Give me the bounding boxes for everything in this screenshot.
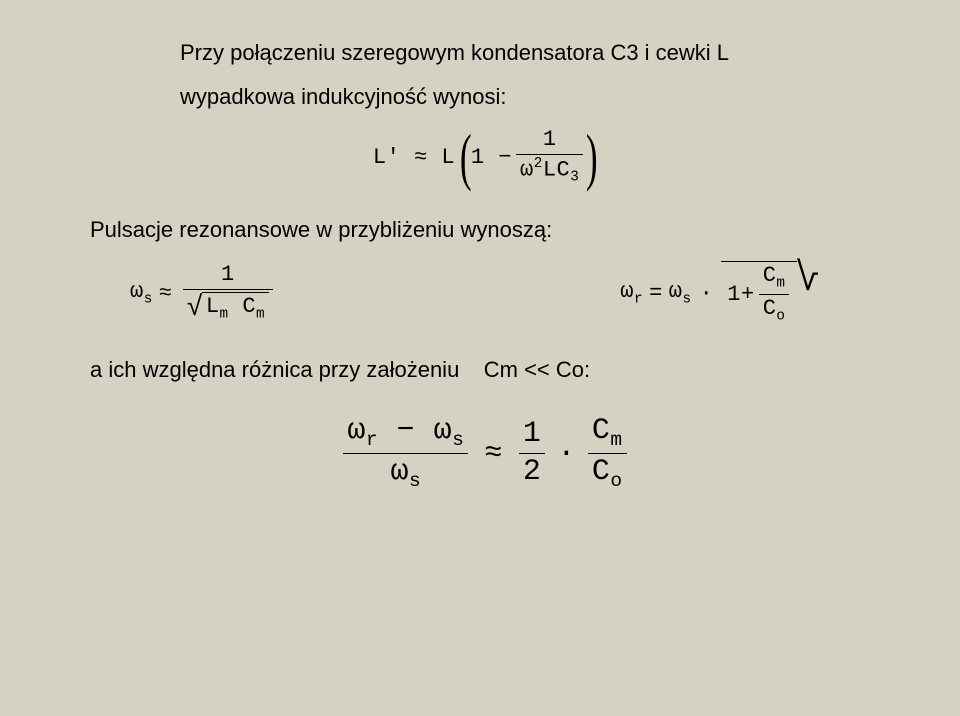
eq1-lhs: L′ ≈ L (373, 145, 455, 170)
eq3-dot: · (700, 281, 714, 306)
slide-page: Przy połączeniu szeregowym kondensatora … (0, 0, 960, 716)
eq2-C: C (242, 294, 256, 319)
eq3-Cm-sub: m (776, 275, 785, 291)
eq1-sub3: 3 (570, 170, 579, 186)
eq3-lhs: ωr (620, 279, 643, 307)
eq3-one-plus: 1+ (727, 282, 754, 307)
eq2-sub-s: s (144, 291, 153, 307)
paragraph-3: a ich względna różnica przy założeniu Cm… (90, 355, 880, 385)
eq2-fraction: 1 √ Lm Cm (183, 263, 274, 323)
eq4-wr-sub: r (366, 429, 378, 451)
eq3-frac-num: Cm (759, 264, 790, 292)
eq2-radicand: Lm Cm (202, 292, 269, 323)
eq4-den-ws-sub: s (409, 470, 421, 492)
eq4-ratio-fraction: Cm Co (588, 415, 627, 493)
eq3-sqrt: 1+ Cm Co √ (721, 261, 820, 325)
eq4-half-num: 1 (519, 418, 546, 451)
eq4-half-fraction: 1 2 (519, 418, 546, 489)
eq3-Cm-base: C (763, 263, 777, 288)
paragraph-2: Pulsacje rezonansowe w przybliżeniu wyno… (90, 215, 880, 245)
eq3-omega: ω (669, 279, 683, 304)
eq4-minus: − (378, 414, 434, 448)
fraction-bar-icon (343, 453, 468, 454)
fraction-bar-icon (588, 453, 627, 454)
eq4-dot: · (557, 437, 576, 471)
eq3-Co-sub: o (776, 309, 785, 325)
eq3-sub-r: r (634, 291, 643, 307)
eq4-left-den: ωs (387, 456, 426, 492)
fraction-bar-icon (516, 154, 583, 155)
eq4-ws-sub: s (452, 429, 464, 451)
eq2-omega: ω (130, 279, 144, 304)
radical-reversed-icon: √ (795, 261, 820, 301)
eq2-approx: ≈ (159, 281, 173, 306)
eq4-left-num: ωr − ωs (343, 415, 468, 451)
eq4-ratio-den: Co (588, 456, 627, 492)
equation-2: ωs ≈ 1 √ Lm Cm (130, 263, 277, 323)
eq3-radicand: 1+ Cm Co (721, 261, 797, 325)
eq3-omega-r: ω (620, 279, 634, 304)
eq2-Csub: m (256, 307, 265, 323)
equation-2-3-row: ωs ≈ 1 √ Lm Cm ωr (90, 261, 880, 325)
equation-1: L′ ≈ L ( 1 − 1 ω2LC3 ) (373, 125, 597, 189)
eq1-fraction: 1 ω2LC3 (516, 128, 583, 187)
eq1-power: 2 (534, 156, 543, 172)
fraction-bar-icon (183, 289, 274, 290)
eq3-frac-den: Co (759, 297, 790, 325)
eq2-sqrt: √ Lm Cm (187, 292, 270, 323)
left-paren-icon: ( (460, 125, 472, 189)
fraction-bar-icon (519, 453, 546, 454)
eq4-Co-sub: o (610, 470, 622, 492)
eq1-frac-num: 1 (539, 128, 561, 152)
eq4-ratio-num: Cm (588, 415, 627, 451)
eq3-omega-s: ωs (669, 279, 692, 307)
eq4-Cm-sub: m (610, 429, 622, 451)
paragraph-1-line-1: Przy połączeniu szeregowym kondensatora … (180, 38, 880, 68)
eq4-half-den: 2 (519, 456, 546, 489)
equation-4-row: ωr − ωs ωs ≈ 1 2 · Cm Co (90, 415, 880, 493)
paragraph-1-line-2: wypadkowa indukcyjność wynosi: (180, 82, 880, 112)
eq3-fraction: Cm Co (759, 264, 790, 325)
eq4-ws-base: ω (434, 414, 453, 448)
eq2-num: 1 (217, 263, 239, 287)
eq1-frac-den: ω2LC3 (516, 157, 583, 186)
equation-4: ωr − ωs ωs ≈ 1 2 · Cm Co (339, 415, 630, 493)
eq2-L: L (206, 294, 220, 319)
eq1-body: 1 − 1 ω2LC3 (471, 128, 587, 187)
eq2-Lsub: m (220, 307, 229, 323)
right-paren-icon: ) (586, 125, 598, 189)
fraction-bar-icon (759, 294, 790, 295)
eq3-equals: = (649, 281, 663, 306)
eq4-Co-base: C (592, 455, 611, 489)
eq4-den-ws-base: ω (391, 455, 410, 489)
eq1-lc: LC (543, 158, 570, 183)
eq4-Cm-base: C (592, 414, 611, 448)
eq4-wr-base: ω (347, 414, 366, 448)
equation-3: ωr = ωs · 1+ Cm Co (620, 261, 820, 325)
eq4-approx: ≈ (484, 437, 503, 471)
eq4-left-fraction: ωr − ωs ωs (343, 415, 468, 493)
eq3-sub-s: s (682, 291, 691, 307)
equation-1-row: L′ ≈ L ( 1 − 1 ω2LC3 ) (90, 125, 880, 189)
eq3-Co-base: C (763, 296, 777, 321)
eq2-den: √ Lm Cm (183, 292, 274, 323)
eq1-prefix: 1 − (471, 145, 512, 170)
eq1-omega: ω (520, 158, 534, 183)
eq2-lhs: ωs (130, 279, 153, 307)
